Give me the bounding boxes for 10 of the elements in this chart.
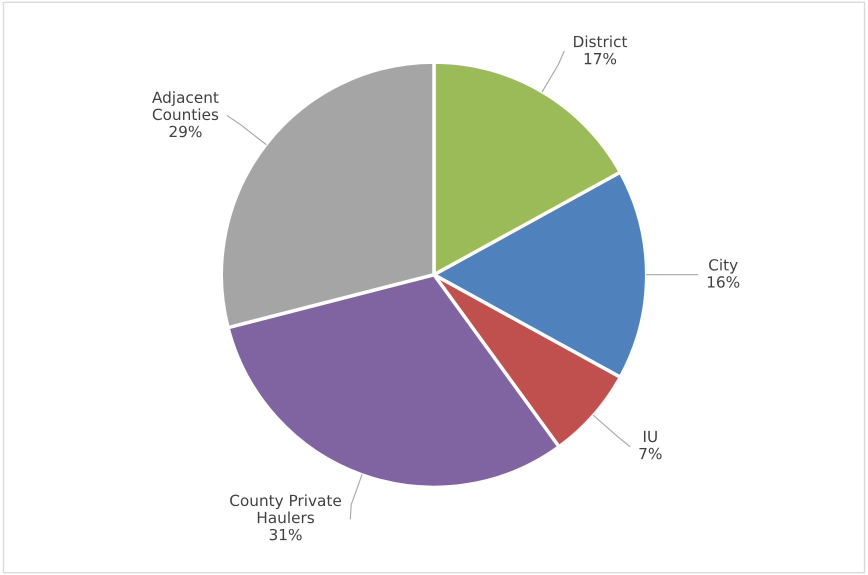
slice-label: County Private Haulers	[230, 494, 341, 524]
data-label: 29%	[170, 126, 202, 138]
data-label: 31%	[270, 528, 302, 540]
slice-label: IU	[644, 430, 657, 442]
data-label: 17%	[584, 52, 616, 64]
data-label: 7%	[639, 448, 662, 460]
slice-label: City	[709, 258, 738, 274]
slice-label: Adjacent Counties	[152, 91, 219, 120]
slice-label: District	[574, 35, 628, 48]
data-label: 16%	[708, 276, 740, 288]
